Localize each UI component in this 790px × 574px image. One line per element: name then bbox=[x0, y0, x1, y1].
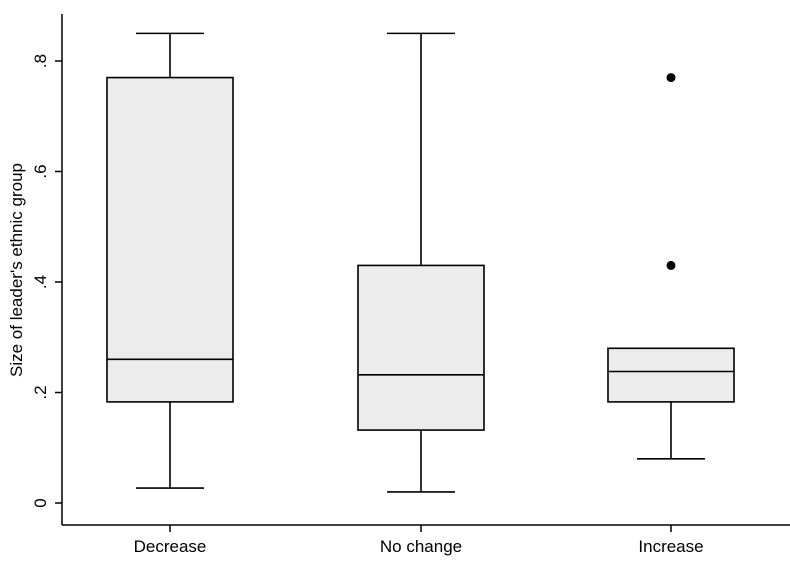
x-tick-label: Decrease bbox=[134, 537, 207, 556]
y-tick-label: 0 bbox=[31, 498, 50, 507]
x-ticks: Decrease No change Increase bbox=[134, 525, 704, 556]
y-ticks: 0 .2 .4 .6 .8 bbox=[31, 54, 62, 508]
box-group bbox=[357, 32, 485, 493]
y-tick-label: .2 bbox=[31, 385, 50, 399]
box-group bbox=[607, 73, 735, 460]
boxes bbox=[106, 32, 735, 493]
box-group bbox=[106, 32, 234, 489]
y-tick-label: .6 bbox=[31, 164, 50, 178]
outlier-point bbox=[666, 260, 676, 270]
outlier-point bbox=[666, 73, 676, 83]
y-tick-label: .4 bbox=[31, 275, 50, 289]
y-axis-title: Size of leader's ethnic group bbox=[7, 163, 26, 377]
y-tick-label: .8 bbox=[31, 54, 50, 68]
box-iqr bbox=[357, 264, 485, 431]
x-tick-label: Increase bbox=[638, 537, 703, 556]
axes bbox=[61, 14, 790, 526]
box-iqr bbox=[607, 347, 735, 403]
x-tick-label: No change bbox=[380, 537, 462, 556]
box-iqr bbox=[106, 76, 234, 403]
